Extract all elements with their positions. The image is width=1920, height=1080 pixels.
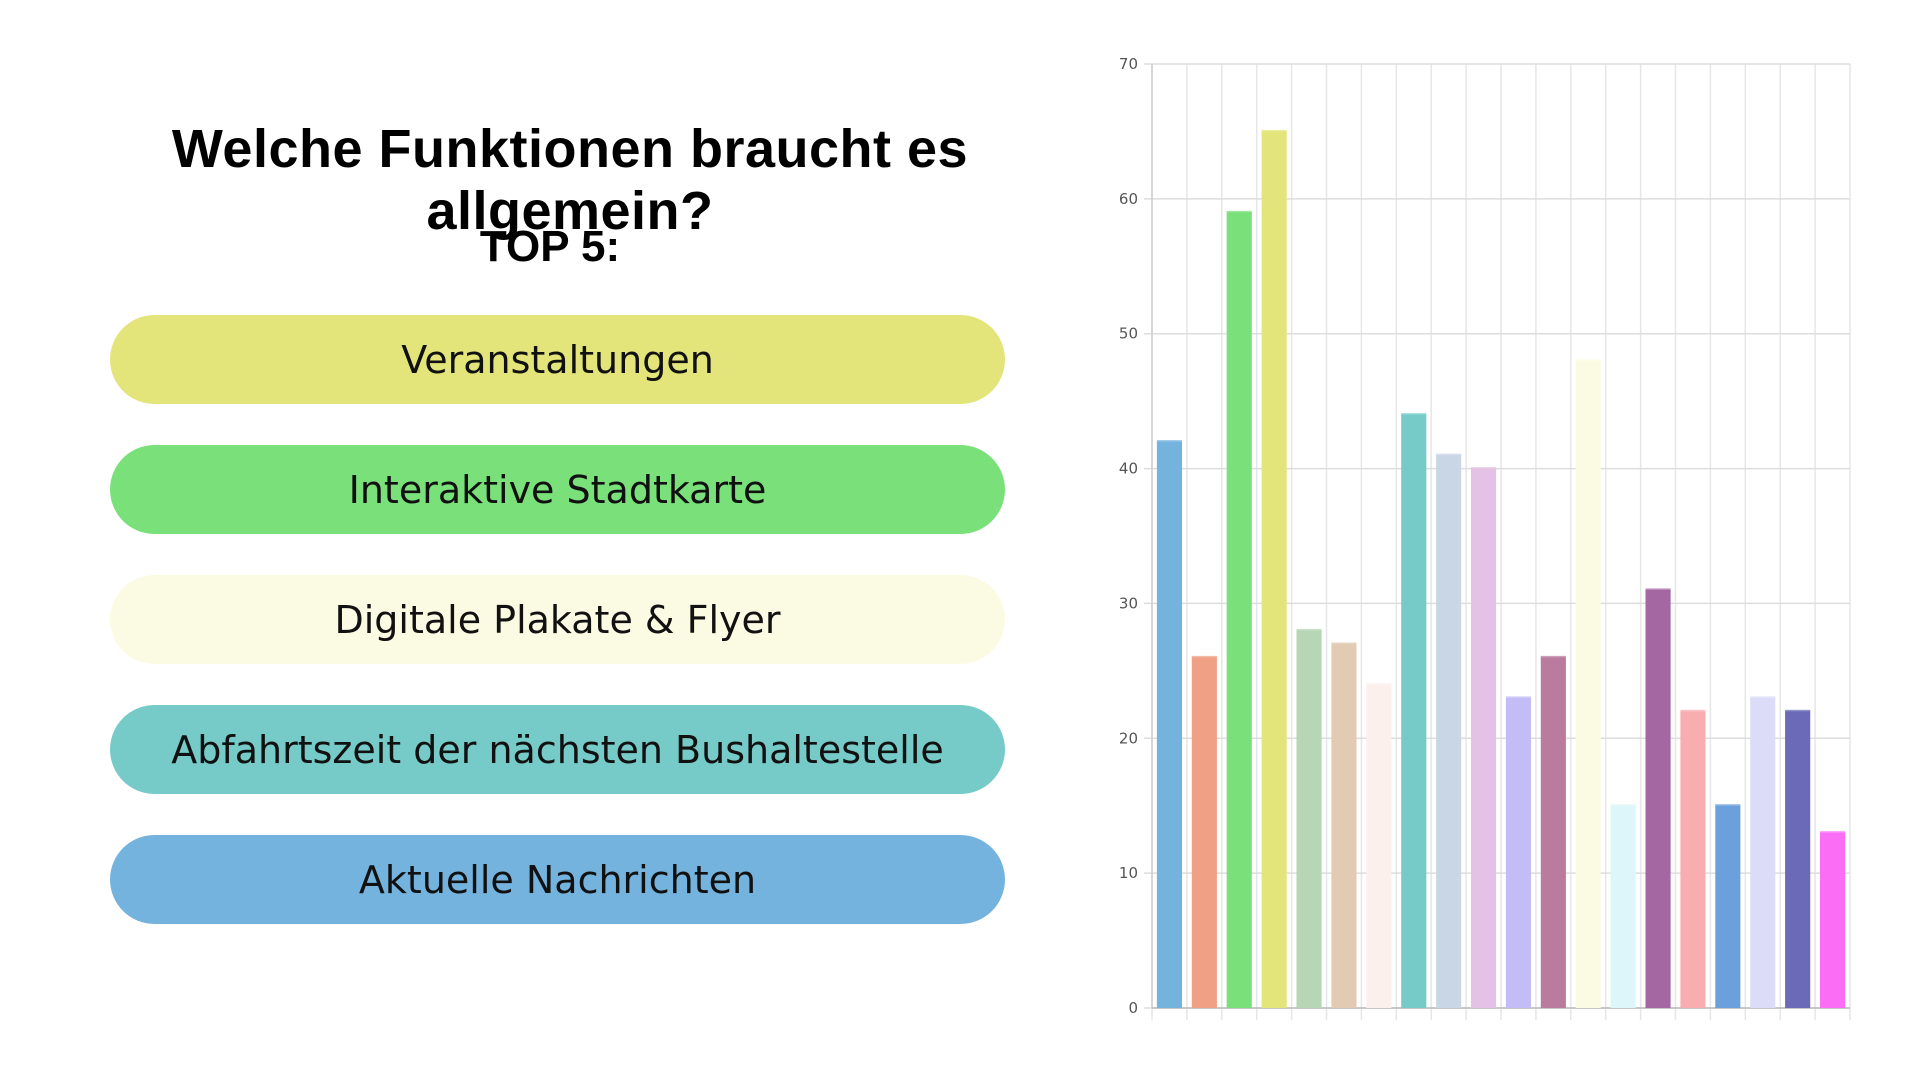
- top-item-stadtkarte: Interaktive Stadtkarte: [110, 445, 1005, 534]
- bar: [1750, 697, 1776, 1008]
- bar-chart: 0 10 20 30 40 50 60 70: [1119, 55, 1851, 1020]
- bar-top-edge: [1296, 628, 1322, 632]
- bar: [1401, 414, 1427, 1009]
- bar: [1436, 455, 1462, 1009]
- bar-top-edge: [1401, 413, 1427, 417]
- top5-heading: TOP 5:: [479, 222, 621, 271]
- bar-top-edge: [1261, 129, 1287, 133]
- y-tick-label: 10: [1119, 864, 1138, 882]
- bar: [1331, 643, 1357, 1008]
- bar: [1296, 630, 1322, 1008]
- bar: [1610, 805, 1636, 1008]
- bar: [1470, 468, 1497, 1009]
- bar: [1785, 711, 1811, 1008]
- bar-top-edge: [1156, 440, 1183, 444]
- bar-top-edge: [1575, 359, 1601, 363]
- bar-top-edge: [1645, 588, 1671, 592]
- bar: [1156, 441, 1183, 1009]
- bar-top-edge: [1366, 682, 1392, 686]
- bar-top-edge: [1610, 804, 1636, 808]
- bar-top-edge: [1470, 467, 1497, 471]
- bar-top-edge: [1819, 831, 1846, 835]
- bar-top-edge: [1680, 709, 1706, 713]
- bar-top-edge: [1715, 804, 1741, 808]
- bar: [1819, 832, 1846, 1008]
- bar: [1505, 697, 1532, 1008]
- bar: [1645, 589, 1671, 1008]
- top-item-nachrichten: Aktuelle Nachrichten: [110, 835, 1005, 924]
- y-tick-label: 70: [1119, 55, 1138, 73]
- y-tick-label: 20: [1119, 729, 1138, 747]
- top-item-plakate: Digitale Plakate & Flyer: [110, 575, 1005, 664]
- y-tick-label: 50: [1119, 325, 1138, 343]
- top5-list: Veranstaltungen Interaktive Stadtkarte D…: [110, 315, 1005, 965]
- y-tick-label: 40: [1119, 460, 1138, 478]
- top-item-veranstaltungen: Veranstaltungen: [110, 315, 1005, 404]
- bar-top-edge: [1505, 696, 1532, 700]
- y-tick-label: 0: [1128, 999, 1138, 1017]
- bar-top-edge: [1191, 655, 1217, 659]
- page-title: Welche Funktionen braucht es allgemein?: [171, 119, 969, 241]
- bar-top-edge: [1750, 696, 1776, 700]
- bar: [1575, 360, 1601, 1009]
- bar-top-edge: [1436, 453, 1462, 457]
- bar-top-edge: [1540, 655, 1566, 659]
- bar: [1366, 684, 1392, 1008]
- bar: [1226, 212, 1252, 1009]
- y-tick-label: 30: [1119, 594, 1138, 612]
- bar: [1191, 657, 1217, 1008]
- bar: [1680, 711, 1706, 1008]
- y-tick-label: 60: [1119, 190, 1138, 208]
- bar: [1715, 805, 1741, 1008]
- bar: [1261, 131, 1287, 1008]
- bar-top-edge: [1226, 210, 1252, 214]
- bar-top-edge: [1785, 709, 1811, 713]
- top-item-bushaltestelle: Abfahrtszeit der nächsten Bushaltestelle: [110, 705, 1005, 794]
- bar: [1540, 657, 1566, 1008]
- bar-top-edge: [1331, 642, 1357, 646]
